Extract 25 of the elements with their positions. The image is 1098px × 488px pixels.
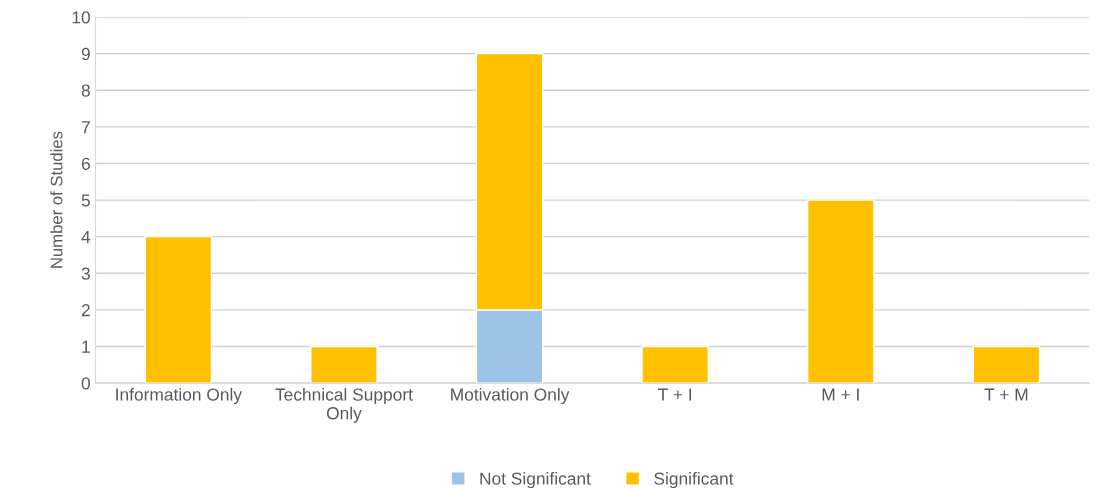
legend-label: Significant — [654, 472, 734, 488]
x-tick-label: Information Only — [116, 387, 242, 405]
y-tick-label: 10 — [72, 11, 90, 24]
y-tick-label: 5 — [81, 194, 90, 207]
bar — [806, 199, 875, 384]
y-tick-label: 3 — [81, 267, 90, 280]
x-tick-label: M + I — [822, 388, 859, 401]
x-tick-label: Motivation Only — [451, 387, 570, 405]
y-tick-label: 6 — [81, 157, 90, 170]
y-tick-label: 1 — [82, 340, 90, 353]
bar — [310, 345, 378, 384]
y-tick-label: 9 — [81, 47, 90, 61]
y-tick-label: 2 — [81, 304, 90, 317]
bar — [144, 235, 213, 384]
bar — [641, 345, 709, 384]
x-tick-label: Technical Support Only — [275, 387, 413, 423]
x-tick-label: T + I — [658, 388, 692, 401]
y-tick-label: 8 — [81, 84, 90, 97]
y-tick-label: 4 — [81, 231, 91, 243]
x-tick-label: T + M — [984, 388, 1028, 401]
bar — [972, 345, 1041, 384]
y-tick-label: 7 — [81, 121, 90, 134]
y-axis-title: Number of Studies — [50, 131, 63, 268]
y-tick-label: 0 — [81, 377, 90, 390]
legend-label: Not Significant — [480, 472, 591, 488]
